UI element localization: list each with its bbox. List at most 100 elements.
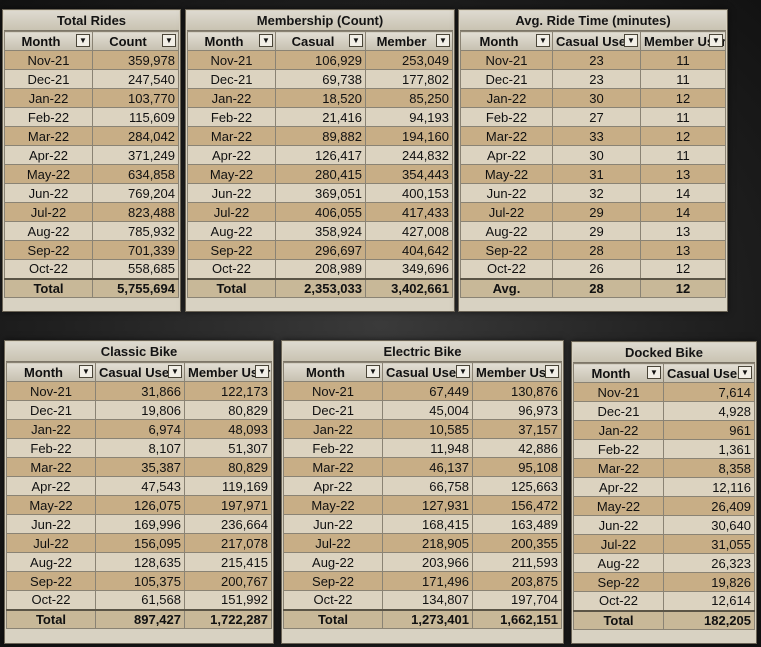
table-row: Mar-22 33 12	[460, 126, 726, 146]
total-value-cell: 28	[552, 277, 641, 298]
total-label-cell: Total	[573, 609, 664, 630]
month-cell: Dec-21	[460, 69, 553, 89]
value-cell: 30,640	[663, 515, 755, 535]
table-row: Oct-22 61,568 151,992	[6, 590, 272, 610]
table-row: Jan-22 6,974 48,093	[6, 419, 272, 439]
month-cell: Sep-22	[6, 571, 96, 591]
month-column-header: Month ▼	[4, 31, 93, 51]
total-label-cell: Total	[187, 277, 276, 298]
column-header-label: Month	[306, 364, 345, 380]
table-row: Apr-22 47,543 119,169	[6, 476, 272, 496]
table-row: Aug-22 203,966 211,593	[283, 552, 562, 572]
value-cell: 359,978	[92, 50, 179, 70]
value-cell: 85,250	[365, 88, 453, 108]
filter-dropdown-button[interactable]: ▼	[79, 365, 93, 378]
value-cell: 126,075	[95, 495, 185, 515]
value-cell: 51,307	[184, 438, 272, 458]
table-row: Nov-21 31,866 122,173	[6, 381, 272, 401]
month-cell: Feb-22	[6, 438, 96, 458]
month-cell: Apr-22	[573, 477, 664, 497]
filter-dropdown-button[interactable]: ▼	[255, 365, 269, 378]
value-cell: 11	[640, 50, 726, 70]
column-header-label: Month	[204, 33, 244, 49]
filter-dropdown-button[interactable]: ▼	[76, 34, 90, 47]
month-cell: Jun-22	[4, 183, 93, 203]
total-rides-panel: Total Rides Month ▼ Count ▼ Nov-21 359,978 Dec…	[2, 9, 181, 312]
total-row: Avg. 28 12	[460, 277, 726, 298]
filter-dropdown-button[interactable]: ▼	[456, 365, 470, 378]
month-column-header: Month ▼	[460, 31, 553, 51]
month-cell: Oct-22	[460, 259, 553, 279]
column-header-label: Member	[376, 33, 427, 49]
value-cell: 769,204	[92, 183, 179, 203]
value-cell: 95,108	[472, 457, 562, 477]
month-cell: Aug-22	[6, 552, 96, 572]
table-row: Oct-22 26 12	[460, 259, 726, 279]
value-cell: 701,339	[92, 240, 179, 260]
month-cell: May-22	[187, 164, 276, 184]
value-cell: 19,826	[663, 572, 755, 592]
filter-dropdown-button[interactable]: ▼	[738, 366, 752, 379]
filter-dropdown-button[interactable]: ▼	[366, 365, 380, 378]
table-row: Sep-22 105,375 200,767	[6, 571, 272, 591]
table-row: May-22 127,931 156,472	[283, 495, 562, 515]
filter-dropdown-button[interactable]: ▼	[436, 34, 450, 47]
table-row: Feb-22 21,416 94,193	[187, 107, 453, 127]
value-cell: 10,585	[382, 419, 473, 439]
table-row: Mar-22 89,882 194,160	[187, 126, 453, 146]
electric-bike-table: Month ▼ Casual User ▼ Member User ▼ Nov-21 67,4…	[283, 362, 562, 629]
filter-dropdown-button[interactable]: ▼	[168, 365, 182, 378]
value-cell: 30	[552, 88, 641, 108]
electric-bike-panel: Electric Bike Month ▼ Casual User ▼ Member U…	[281, 340, 564, 644]
value-cell: 69,738	[275, 69, 366, 89]
month-cell: Jun-22	[283, 514, 383, 534]
total-value-cell: 897,427	[95, 608, 185, 629]
table-row: Feb-22 115,609	[4, 107, 179, 127]
table-row: Jul-22 823,488	[4, 202, 179, 222]
filter-dropdown-button[interactable]: ▼	[536, 34, 550, 47]
month-cell: Mar-22	[187, 126, 276, 146]
filter-dropdown-button[interactable]: ▼	[349, 34, 363, 47]
table-row: Apr-22 30 11	[460, 145, 726, 165]
table-row: Nov-21 106,929 253,049	[187, 50, 453, 70]
filter-dropdown-button[interactable]: ▼	[624, 34, 638, 47]
month-cell: Sep-22	[283, 571, 383, 591]
month-cell: Apr-22	[6, 476, 96, 496]
value-cell: 89,882	[275, 126, 366, 146]
value-cell: 27	[552, 107, 641, 127]
table-row: Sep-22 19,826	[573, 572, 755, 592]
panel-title: Docked Bike	[573, 343, 755, 363]
total-value-cell: 3,402,661	[365, 277, 453, 298]
value-cell: 130,876	[472, 381, 562, 401]
value-column-header: Member User ▼	[472, 362, 562, 382]
value-cell: 35,387	[95, 457, 185, 477]
month-cell: Aug-22	[187, 221, 276, 241]
month-cell: Dec-21	[283, 400, 383, 420]
value-cell: 218,905	[382, 533, 473, 553]
filter-dropdown-button[interactable]: ▼	[162, 34, 176, 47]
month-cell: Dec-21	[4, 69, 93, 89]
chevron-down-icon: ▼	[171, 367, 179, 376]
filter-dropdown-button[interactable]: ▼	[259, 34, 273, 47]
filter-dropdown-button[interactable]: ▼	[647, 366, 661, 379]
value-cell: 11	[640, 69, 726, 89]
chevron-down-icon: ▼	[459, 367, 467, 376]
table-row: Aug-22 29 13	[460, 221, 726, 241]
month-cell: Mar-22	[573, 458, 664, 478]
panel-title: Total Rides	[4, 11, 179, 31]
month-cell: Jan-22	[4, 88, 93, 108]
value-cell: 253,049	[365, 50, 453, 70]
value-cell: 47,543	[95, 476, 185, 496]
month-cell: Oct-22	[4, 259, 93, 279]
table-row: Nov-21 67,449 130,876	[283, 381, 562, 401]
month-cell: Oct-22	[283, 590, 383, 610]
total-value-cell: 1,273,401	[382, 608, 473, 629]
filter-dropdown-button[interactable]: ▼	[545, 365, 559, 378]
filter-dropdown-button[interactable]: ▼	[709, 34, 723, 47]
total-value-cell: 5,755,694	[92, 277, 179, 298]
value-cell: 67,449	[382, 381, 473, 401]
table-row: Jul-22 156,095 217,078	[6, 533, 272, 553]
membership-table: Month ▼ Casual ▼ Member ▼ Nov-21 106,929 253,049…	[187, 31, 453, 298]
value-cell: 119,169	[184, 476, 272, 496]
value-cell: 4,928	[663, 401, 755, 421]
